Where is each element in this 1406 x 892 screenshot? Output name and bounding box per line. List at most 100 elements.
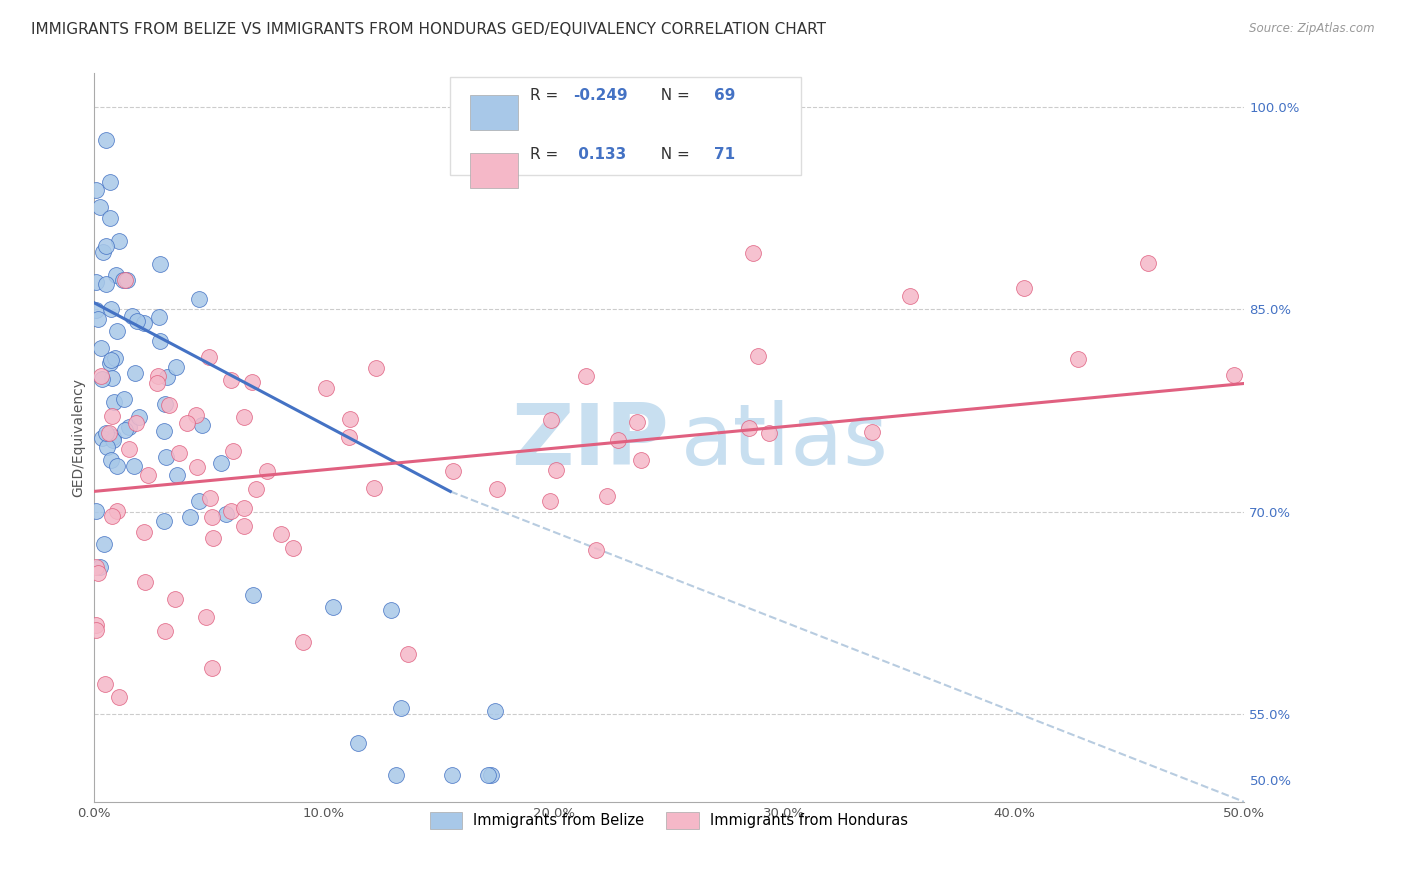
Point <box>108 234 131 248</box>
Point <box>100 453 122 467</box>
Point <box>385 768 408 782</box>
Point <box>128 409 150 424</box>
Point <box>607 433 630 447</box>
Point <box>105 458 128 473</box>
Point <box>441 768 464 782</box>
Point <box>155 450 177 464</box>
Point <box>201 509 224 524</box>
Point <box>245 483 267 497</box>
Point <box>184 408 207 422</box>
Point <box>132 524 155 539</box>
Point <box>93 537 115 551</box>
Point <box>84 560 107 574</box>
Point <box>596 490 619 504</box>
Point <box>149 257 172 271</box>
Point <box>240 375 263 389</box>
Point <box>1066 351 1088 366</box>
Point <box>441 464 464 478</box>
Point <box>198 491 221 505</box>
Point <box>188 292 211 306</box>
Point <box>125 416 148 430</box>
Point <box>1014 281 1036 295</box>
FancyBboxPatch shape <box>450 77 801 175</box>
Point <box>84 618 107 632</box>
Point <box>101 508 124 523</box>
Point <box>87 566 110 580</box>
Point <box>1137 256 1160 270</box>
Text: N =: N = <box>651 146 695 161</box>
Point <box>84 183 107 197</box>
Point <box>209 456 232 470</box>
Point <box>179 509 201 524</box>
Text: atlas: atlas <box>681 400 889 483</box>
Point <box>98 426 121 441</box>
Point <box>195 610 218 624</box>
Point <box>201 661 224 675</box>
Point <box>115 273 138 287</box>
Point <box>118 419 141 434</box>
Point <box>198 350 221 364</box>
Point <box>155 624 177 638</box>
Legend: Immigrants from Belize, Immigrants from Honduras: Immigrants from Belize, Immigrants from … <box>423 806 914 835</box>
Text: R =: R = <box>530 146 562 161</box>
Text: N =: N = <box>651 88 695 103</box>
Text: 50.0%: 50.0% <box>1250 775 1292 789</box>
Point <box>149 334 172 348</box>
Text: 69: 69 <box>714 88 735 103</box>
Point <box>538 494 561 508</box>
Point <box>337 430 360 444</box>
Point <box>630 452 652 467</box>
Point <box>219 503 242 517</box>
Point <box>136 467 159 482</box>
Point <box>114 272 136 286</box>
Point <box>575 369 598 384</box>
Point <box>112 392 135 406</box>
Point <box>86 312 108 326</box>
Point <box>96 440 118 454</box>
Point <box>127 314 149 328</box>
Point <box>84 303 107 318</box>
Point <box>84 504 107 518</box>
Point <box>105 324 128 338</box>
Point <box>191 418 214 433</box>
Point <box>165 359 187 374</box>
Point <box>100 353 122 368</box>
Point <box>91 372 114 386</box>
Point <box>104 351 127 365</box>
Point <box>118 442 141 456</box>
Point <box>292 635 315 649</box>
Point <box>134 574 156 589</box>
Point <box>103 395 125 409</box>
Text: 71: 71 <box>714 146 735 161</box>
Point <box>146 376 169 390</box>
Point <box>84 275 107 289</box>
Point <box>283 541 305 555</box>
Point <box>98 356 121 370</box>
Point <box>322 599 344 614</box>
Point <box>626 416 648 430</box>
Point <box>101 371 124 385</box>
Point <box>477 768 499 782</box>
Point <box>202 531 225 545</box>
Point <box>153 424 176 438</box>
Point <box>186 459 208 474</box>
Point <box>89 559 111 574</box>
Point <box>96 425 118 440</box>
Point <box>256 464 278 478</box>
Point <box>104 268 127 282</box>
Point <box>153 397 176 411</box>
Point <box>232 518 254 533</box>
Y-axis label: GED/Equivalency: GED/Equivalency <box>72 378 86 497</box>
Point <box>146 368 169 383</box>
Point <box>132 316 155 330</box>
Point <box>89 200 111 214</box>
FancyBboxPatch shape <box>470 95 519 130</box>
Text: -0.249: -0.249 <box>574 88 628 103</box>
Point <box>101 433 124 447</box>
Text: ZIP: ZIP <box>512 400 669 483</box>
Point <box>148 310 170 324</box>
Point <box>747 349 769 363</box>
Point <box>221 373 243 387</box>
Point <box>90 368 112 383</box>
Point <box>242 588 264 602</box>
